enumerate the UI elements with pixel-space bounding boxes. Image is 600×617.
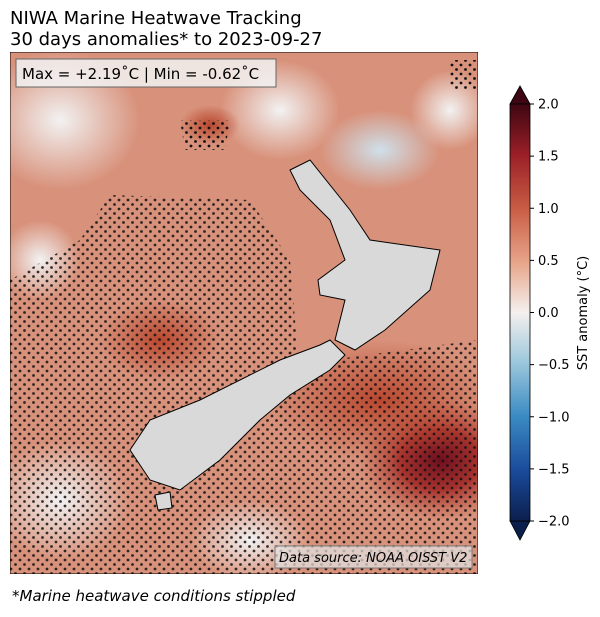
title-line: 30 days anomalies* to 2023-09-27 <box>10 29 322 50</box>
colorbar-label: SST anomaly (°C) <box>576 256 591 371</box>
colorbar-tick-label: −0.5 <box>538 358 570 373</box>
stats-text: Max = +2.19˚C | Min = -0.62˚C <box>22 65 259 83</box>
colorbar-tick-label: 1.5 <box>538 150 559 165</box>
colorbar-tick-label: 0.5 <box>538 254 559 269</box>
colorbar-tick-label: −1.5 <box>538 462 570 477</box>
colorbar-tick-label: 2.0 <box>538 98 559 113</box>
colorbar-tick-label: −2.0 <box>538 515 570 530</box>
source-text: Data source: NOAA OISST V2 <box>279 551 467 566</box>
colorbar <box>509 85 531 541</box>
colorbar-tick-label: 1.0 <box>538 202 559 217</box>
stats-box <box>15 58 277 88</box>
colorbar-tick-label: 0.0 <box>538 306 559 321</box>
title-line: NIWA Marine Heatwave Tracking <box>10 8 302 29</box>
footnote: *Marine heatwave conditions stippled <box>12 587 296 605</box>
colorbar-tick-label: −1.0 <box>538 410 570 425</box>
map <box>10 52 478 574</box>
source-box <box>274 545 473 569</box>
